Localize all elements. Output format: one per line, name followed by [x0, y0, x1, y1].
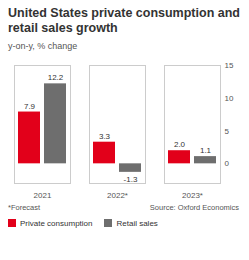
- html-text:United States private consumpt: United States private consumption and re…: [8, 6, 240, 35]
- svg-text:5: 5: [225, 127, 230, 136]
- svg-text:-1.3: -1.3: [124, 175, 138, 184]
- svg-text:12.2: 12.2: [48, 73, 64, 82]
- svg-text:2.0: 2.0: [174, 140, 186, 149]
- html-text:Retail sales: Retail sales: [116, 219, 158, 228]
- svg-text:15: 15: [225, 61, 234, 70]
- html-text:y-on-y, % change: y-on-y, % change: [8, 41, 78, 51]
- svg-text:2021: 2021: [34, 191, 52, 200]
- svg-text:7.9: 7.9: [24, 102, 36, 111]
- svg-text:10: 10: [225, 94, 234, 103]
- html-text:Source: Oxford Economics: Source: Oxford Economics: [149, 203, 239, 212]
- svg-text:3.3: 3.3: [99, 132, 111, 141]
- svg-text:1.1: 1.1: [200, 146, 212, 155]
- html-text:*Forecast: *Forecast: [8, 203, 41, 212]
- svg-text:2022*: 2022*: [107, 191, 128, 200]
- svg-text:2023*: 2023*: [182, 191, 203, 200]
- svg-text:0: 0: [225, 159, 230, 168]
- html-text:Private consumption: Private consumption: [20, 219, 93, 228]
